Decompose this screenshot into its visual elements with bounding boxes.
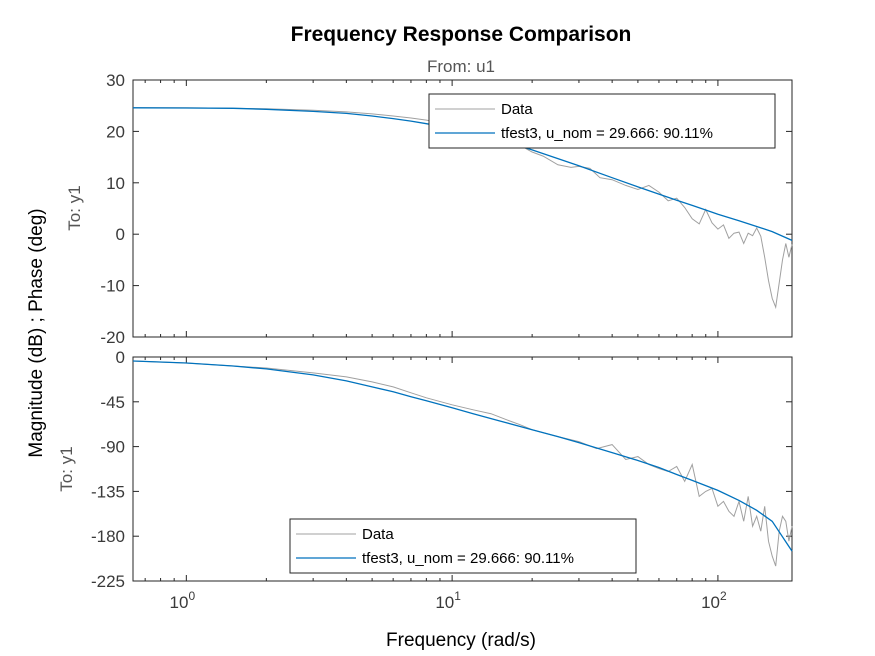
magnitude-series-line-model — [132, 107, 793, 241]
magnitude-ytick-label: -20 — [100, 328, 125, 347]
phase-legend-entry-model: tfest3, u_nom = 29.666: 90.11% — [362, 550, 574, 567]
phase-legend-box — [289, 518, 637, 574]
magnitude-legend: Data tfest3, u_nom = 29.666: 90.11% — [428, 93, 776, 149]
magnitude-row-label: To: y1 — [65, 185, 84, 230]
phase-ytick-label: -135 — [91, 482, 125, 501]
phase-series-line-data — [132, 360, 793, 567]
phase-row-label: To: y1 — [57, 446, 76, 491]
magnitude-ticks: 30 20 10 0 -10 -20 — [100, 71, 792, 347]
magnitude-ytick-label: 20 — [106, 122, 125, 141]
phase-series-line-model — [132, 360, 793, 552]
x-tick-labels: 100 101 102 — [170, 589, 727, 612]
phase-ytick-label: 0 — [116, 348, 125, 367]
phase-series — [132, 360, 793, 567]
y-axis-label: Magnitude (dB) ; Phase (deg) — [26, 208, 47, 457]
phase-ytick-label: -180 — [91, 527, 125, 546]
phase-ytick-label: -225 — [91, 572, 125, 591]
phase-ytick-label: -90 — [100, 438, 125, 457]
phase-ticks: 0 -45 -90 -135 -180 -225 — [91, 348, 792, 591]
phase-panel: To: y1 0 -45 -90 -135 -180 -225 Data tfest3, u… — [57, 348, 793, 591]
magnitude-series-line-data — [133, 107, 793, 310]
magnitude-ytick-label: 30 — [106, 71, 125, 90]
phase-legend-entry-data: Data — [362, 526, 394, 543]
magnitude-ytick-label: 0 — [116, 225, 125, 244]
x-axis-label: Frequency (rad/s) — [386, 630, 536, 651]
magnitude-ytick-label: -10 — [100, 277, 125, 296]
x-tick-label: 101 — [435, 589, 461, 612]
magnitude-legend-entry-model: tfest3, u_nom = 29.666: 90.11% — [501, 125, 713, 142]
magnitude-ytick-label: 10 — [106, 174, 125, 193]
x-tick-label: 102 — [701, 589, 727, 612]
x-tick-label: 100 — [170, 589, 196, 612]
magnitude-series — [132, 107, 793, 310]
magnitude-legend-entry-data: Data — [501, 101, 533, 118]
from-label: From: u1 — [427, 57, 495, 76]
magnitude-legend-box — [428, 93, 776, 149]
figure-title: Frequency Response Comparison — [291, 23, 632, 46]
magnitude-panel: To: y1 30 20 10 0 -10 -20 Data tfest3, u_nom =… — [65, 71, 793, 347]
phase-ytick-label: -45 — [100, 393, 125, 412]
phase-legend: Data tfest3, u_nom = 29.666: 90.11% — [289, 518, 637, 574]
